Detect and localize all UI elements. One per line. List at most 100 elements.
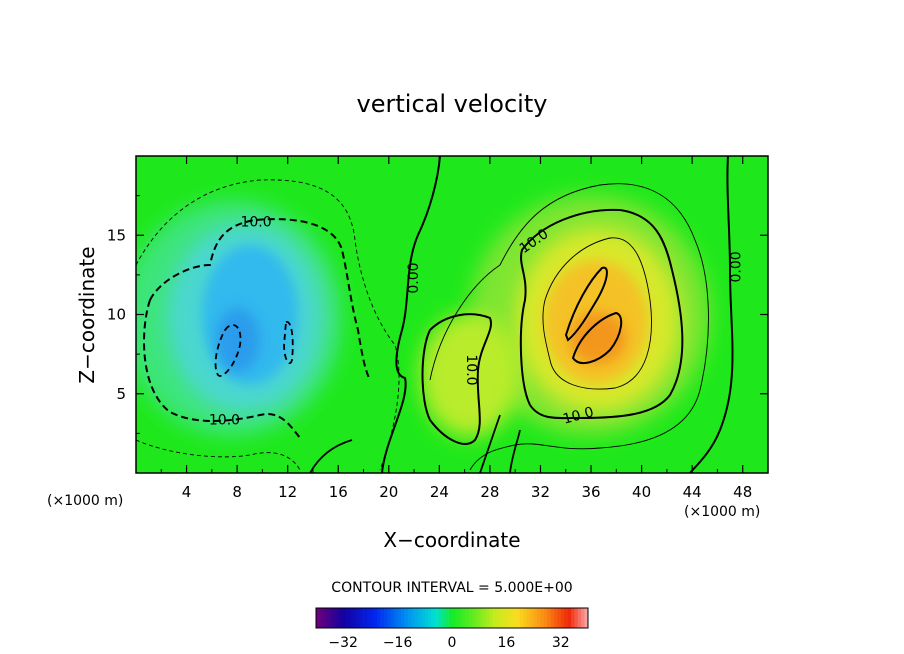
colorbar-cell (533, 608, 538, 628)
colorbar-cell (418, 608, 422, 628)
x-tick-label: 32 (531, 483, 550, 501)
colorbar-cell (564, 608, 568, 628)
contour-neg5-outer (136, 179, 400, 471)
colorbar-cell (475, 608, 480, 628)
x-tick-label: 28 (480, 483, 499, 501)
x-tick-label: 40 (632, 483, 651, 501)
updraft-west (420, 313, 520, 437)
x-axis: 4 8 12 16 20 24 28 32 36 40 44 48 (160, 156, 752, 501)
colorbar-cell (530, 608, 534, 628)
colorbar-cell (319, 608, 324, 628)
contour-zero-east (689, 156, 734, 473)
colorbar-cell (543, 608, 548, 628)
contour-10-east (519, 208, 684, 420)
colorbar-cell (526, 608, 531, 628)
colorbar-cell (431, 608, 436, 628)
colorbar-cell (509, 608, 514, 628)
y-tick-label: 10 (107, 306, 126, 324)
colorbar-cell (554, 608, 558, 628)
contour-20-core (571, 311, 623, 365)
colorbar-cell (377, 608, 381, 628)
downdraft-peak (216, 308, 260, 372)
colorbar-cell (577, 608, 582, 628)
x-tick-label: 24 (430, 483, 449, 501)
colorbar-cell (424, 608, 429, 628)
x-tick-label: 36 (581, 483, 600, 501)
colorbar-cell (458, 608, 463, 628)
colorbar-cell (472, 608, 477, 628)
colorbar-cell (384, 608, 388, 628)
colorbar-cell (557, 608, 562, 628)
colorbar-cell (571, 608, 575, 628)
colorbar-cell (452, 608, 456, 628)
contour-neg15 (214, 324, 242, 377)
colorbar-cell (465, 608, 470, 628)
colorbar-cell (356, 608, 361, 628)
colorbar-cell (353, 608, 358, 628)
colorbar-cell (397, 608, 402, 628)
colorbar-cell (380, 608, 385, 628)
contour-label: 0.00 (406, 262, 422, 293)
colorbar-cell (469, 608, 473, 628)
colorbar-cell (333, 608, 337, 628)
colorbar-cell (360, 608, 364, 628)
colorbar-cell (455, 608, 460, 628)
colorbar-cell (479, 608, 483, 628)
contour-10-west (421, 313, 492, 445)
colorbar-cell (499, 608, 504, 628)
colorbar-cell (404, 608, 409, 628)
colorbar-cell (462, 608, 466, 628)
colorbar-cell (407, 608, 412, 628)
colorbar-tick-label: −16 (383, 635, 413, 651)
x-tick-label: 20 (379, 483, 398, 501)
y-axis: 5 10 15 (107, 195, 768, 434)
colorbar-cell (492, 608, 497, 628)
colorbar: −32 −16 0 16 32 (315, 607, 589, 651)
colorbar-cell (516, 608, 521, 628)
colorbar-cell (496, 608, 500, 628)
colorbar-cell (567, 608, 572, 628)
colorbar-tick-label: −32 (328, 635, 358, 651)
contour-label: 10.0 (463, 354, 479, 385)
colorbar-cell (448, 608, 453, 628)
x-tick-label: 12 (278, 483, 297, 501)
x-tick-label: 16 (329, 483, 348, 501)
colorbar-cell (482, 608, 487, 628)
colorbar-cell (435, 608, 439, 628)
colorbar-cell (506, 608, 511, 628)
colorbar-cell (503, 608, 507, 628)
colorbar-cell (486, 608, 490, 628)
x-tick-label: 48 (733, 483, 752, 501)
contour-5 (429, 183, 709, 471)
colorbar-cell (363, 608, 368, 628)
colorbar-cell (537, 608, 541, 628)
colorbar-cell (550, 608, 555, 628)
colorbar-cell (373, 608, 378, 628)
x-axis-title: X−coordinate (383, 528, 520, 552)
y-tick-label: 15 (107, 226, 126, 244)
colorbar-cell (322, 608, 327, 628)
colorbar-cell (560, 608, 565, 628)
colorbar-cell (343, 608, 347, 628)
colorbar-cell (520, 608, 524, 628)
colorbar-cell (414, 608, 419, 628)
colorbar-frame (315, 607, 589, 629)
chart-title: vertical velocity (357, 90, 548, 118)
colorbar-cell (441, 608, 446, 628)
colorbar-cell (489, 608, 494, 628)
colorbar-cell (390, 608, 395, 628)
colorbar-cell (411, 608, 415, 628)
colorbar-cell (350, 608, 354, 628)
velocity-field (136, 156, 768, 473)
contour-label: 0.00 (728, 251, 744, 282)
contour-interval-label: CONTOUR INTERVAL = 5.000E+00 (331, 580, 572, 596)
contour-zero (381, 156, 441, 473)
contour-label: 10.0 (561, 404, 595, 428)
colorbar-cell (346, 608, 351, 628)
colorbar-cell (329, 608, 334, 628)
x-tick-label: 8 (232, 483, 242, 501)
contour-15 (542, 237, 652, 390)
colorbar-cell (394, 608, 398, 628)
colorbar-tick-label: 0 (448, 635, 457, 651)
contour-label: 10.0 (240, 215, 271, 231)
